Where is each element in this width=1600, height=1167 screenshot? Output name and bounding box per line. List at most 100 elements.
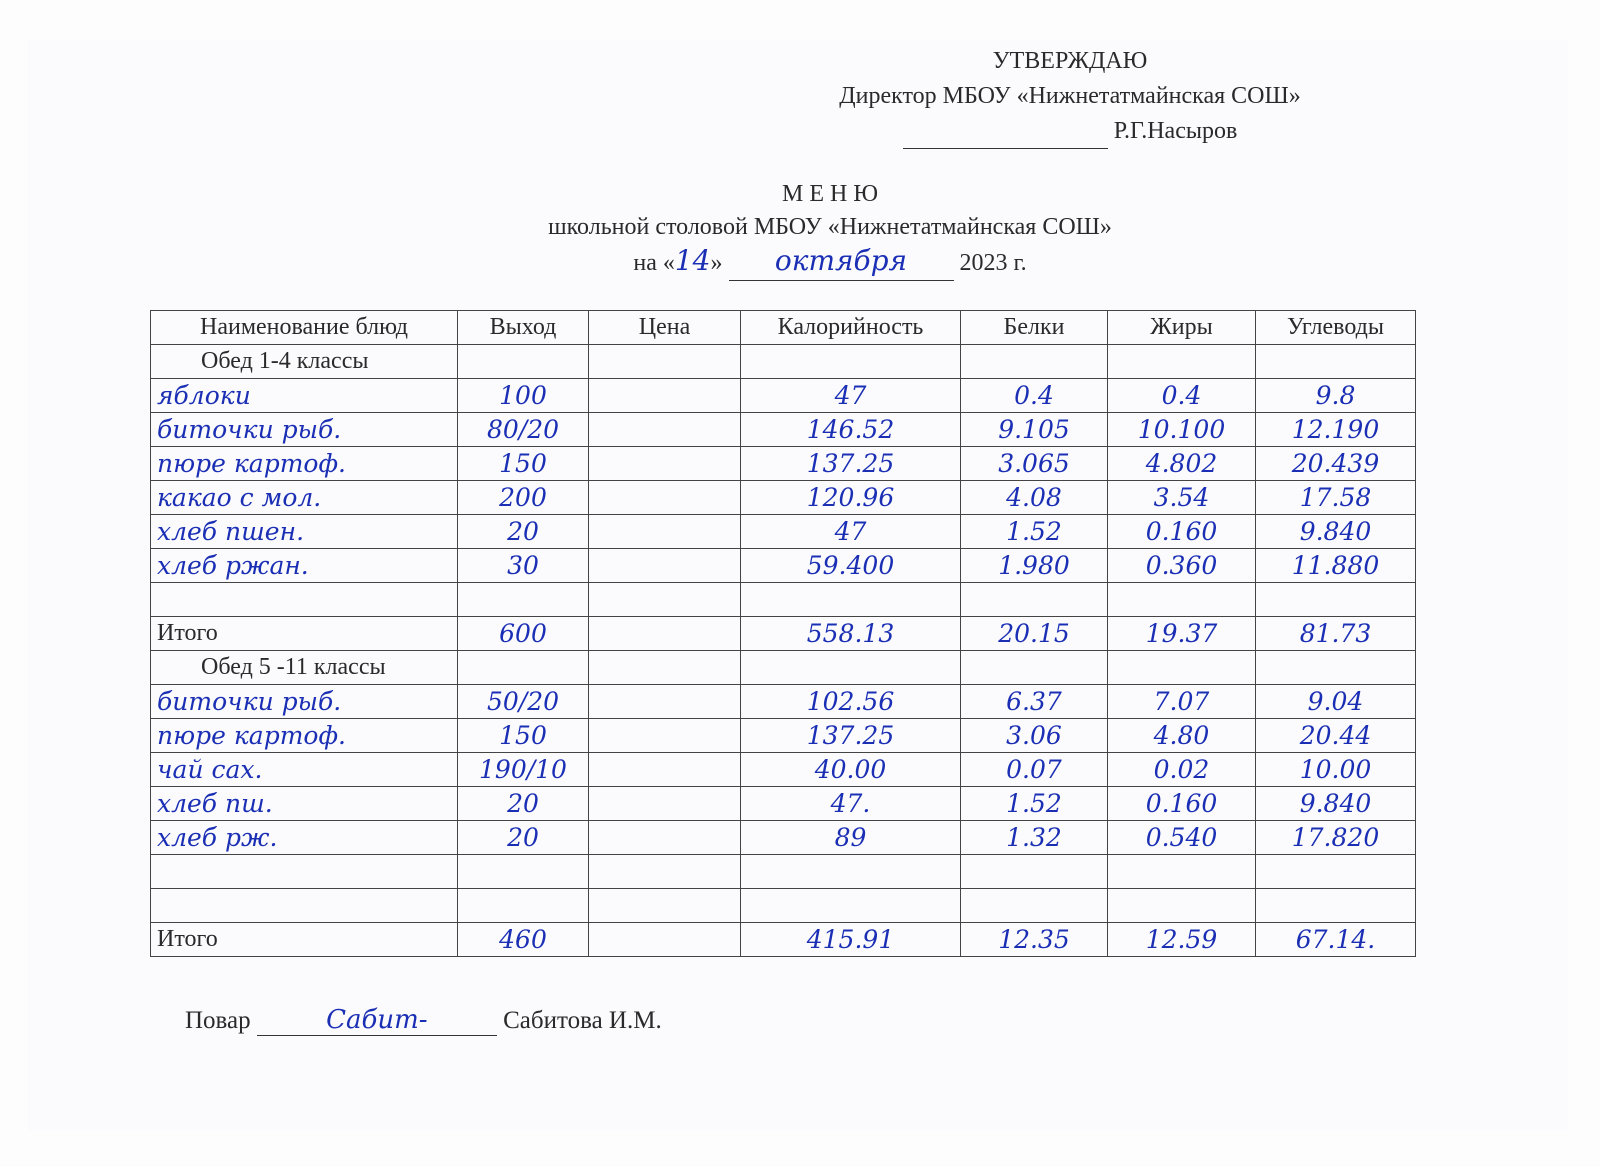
dish-name: биточки рыб.	[150, 412, 458, 447]
column-header: Цена	[588, 310, 741, 345]
total-cell: 12.35	[960, 922, 1108, 957]
cook-signature: Сабит-	[256, 1005, 497, 1036]
date-year: 2023 г.	[959, 250, 1027, 276]
dish-name: какао с мол.	[150, 480, 458, 515]
total-row: Итого 460 415.91 12.35 12.59 67.14.	[150, 922, 1416, 957]
table-cell: 47	[740, 378, 961, 413]
table-cell: 40.00	[740, 752, 961, 787]
table-cell: 150	[457, 718, 589, 753]
empty-cell	[740, 650, 961, 685]
empty-cell	[1255, 344, 1416, 379]
menu-date: на «14» октября 2023 г.	[430, 244, 1230, 281]
table-cell: 3.065	[960, 446, 1108, 481]
table-cell: 11.880	[1255, 548, 1416, 583]
table-cell: 4.08	[960, 480, 1108, 515]
table-cell: 30	[457, 548, 589, 583]
table-cell	[588, 718, 741, 753]
table-cell: 80/20	[457, 412, 589, 447]
section-row: Обед 1-4 классы	[150, 344, 1416, 379]
total-cell: 12.59	[1107, 922, 1256, 957]
empty-cell	[588, 582, 741, 617]
empty-cell	[1255, 888, 1416, 923]
table-cell: 190/10	[457, 752, 589, 787]
table-cell: 0.360	[1107, 548, 1256, 583]
empty-cell	[588, 650, 741, 685]
table-cell: 3.06	[960, 718, 1108, 753]
table-row: хлеб рж. 20 89 1.32 0.540 17.820	[150, 820, 1416, 855]
table-cell: 0.02	[1107, 752, 1256, 787]
column-header: Белки	[960, 310, 1108, 345]
empty-cell	[960, 854, 1108, 889]
table-cell	[588, 514, 741, 549]
section-label: Обед 5 -11 классы	[150, 650, 458, 685]
total-label: Итого	[150, 922, 458, 957]
column-header: Углеводы	[1255, 310, 1416, 345]
empty-cell	[1255, 582, 1416, 617]
menu-heading: М Е Н Ю	[782, 181, 878, 207]
table-cell	[588, 446, 741, 481]
table-cell: 102.56	[740, 684, 961, 719]
table-cell	[588, 786, 741, 821]
table-cell	[588, 548, 741, 583]
empty-cell	[1107, 344, 1256, 379]
column-header: Наименование блюд	[150, 310, 458, 345]
table-cell: 9.8	[1255, 378, 1416, 413]
table-cell	[588, 480, 741, 515]
table-row: хлеб пшен. 20 47 1.52 0.160 9.840	[150, 514, 1416, 549]
table-cell: 47.	[740, 786, 961, 821]
table-cell: 146.52	[740, 412, 961, 447]
table-cell: 1.52	[960, 786, 1108, 821]
table-row: пюре картоф. 150 137.25 3.065 4.802 20.439	[150, 446, 1416, 481]
table-cell: 17.820	[1255, 820, 1416, 855]
empty-cell	[588, 854, 741, 889]
table-cell: 10.100	[1107, 412, 1256, 447]
empty-cell	[960, 650, 1108, 685]
cook-signature-block: Повар Сабит- Сабитова И.М.	[185, 1005, 662, 1036]
table-row: чай сах. 190/10 40.00 0.07 0.02 10.00	[150, 752, 1416, 787]
dish-name: хлеб рж.	[150, 820, 458, 855]
total-cell: 20.15	[960, 616, 1108, 651]
table-row: пюре картоф. 150 137.25 3.06 4.80 20.44	[150, 718, 1416, 753]
total-label: Итого	[150, 616, 458, 651]
table-cell: 89	[740, 820, 961, 855]
empty-cell	[740, 582, 961, 617]
table-cell: 6.37	[960, 684, 1108, 719]
total-cell	[588, 922, 741, 957]
table-cell: 1.52	[960, 514, 1108, 549]
table-cell: 12.190	[1255, 412, 1416, 447]
dish-name: биточки рыб.	[150, 684, 458, 719]
table-cell: 1.32	[960, 820, 1108, 855]
cook-label: Повар	[185, 1007, 251, 1034]
menu-table: Наименование блюд Выход Цена Калорийность Бе…	[150, 310, 1416, 957]
total-cell: 415.91	[740, 922, 961, 957]
empty-cell	[1107, 650, 1256, 685]
header-row: Наименование блюд Выход Цена Калорийность Бе…	[150, 310, 1416, 345]
total-cell: 67.14.	[1255, 922, 1416, 957]
total-cell: 558.13	[740, 616, 961, 651]
dish-name: пюре картоф.	[150, 446, 458, 481]
cook-name: Сабитова И.М.	[503, 1007, 662, 1034]
column-header: Выход	[457, 310, 589, 345]
table-cell: 200	[457, 480, 589, 515]
total-cell: 600	[457, 616, 589, 651]
empty-row	[150, 854, 1416, 889]
table-cell: 137.25	[740, 446, 961, 481]
empty-cell	[150, 854, 458, 889]
menu-subtitle: школьной столовой МБОУ «Нижнетатмайнская…	[548, 214, 1112, 240]
table-cell	[588, 412, 741, 447]
dish-name: хлеб ржан.	[150, 548, 458, 583]
empty-cell	[960, 582, 1108, 617]
table-cell: 7.07	[1107, 684, 1256, 719]
signature-blank	[902, 122, 1108, 149]
empty-cell	[740, 888, 961, 923]
table-cell: 9.105	[960, 412, 1108, 447]
approval-heading: УТВЕРЖДАЮ	[992, 48, 1148, 74]
empty-cell	[1255, 854, 1416, 889]
dish-name: яблоки	[150, 378, 458, 413]
empty-cell	[150, 582, 458, 617]
dish-name: пюре картоф.	[150, 718, 458, 753]
table-cell: 0.4	[1107, 378, 1256, 413]
approval-signer: Р.Г.Насыров	[1113, 118, 1238, 144]
table-cell: 47	[740, 514, 961, 549]
table-cell: 1.980	[960, 548, 1108, 583]
